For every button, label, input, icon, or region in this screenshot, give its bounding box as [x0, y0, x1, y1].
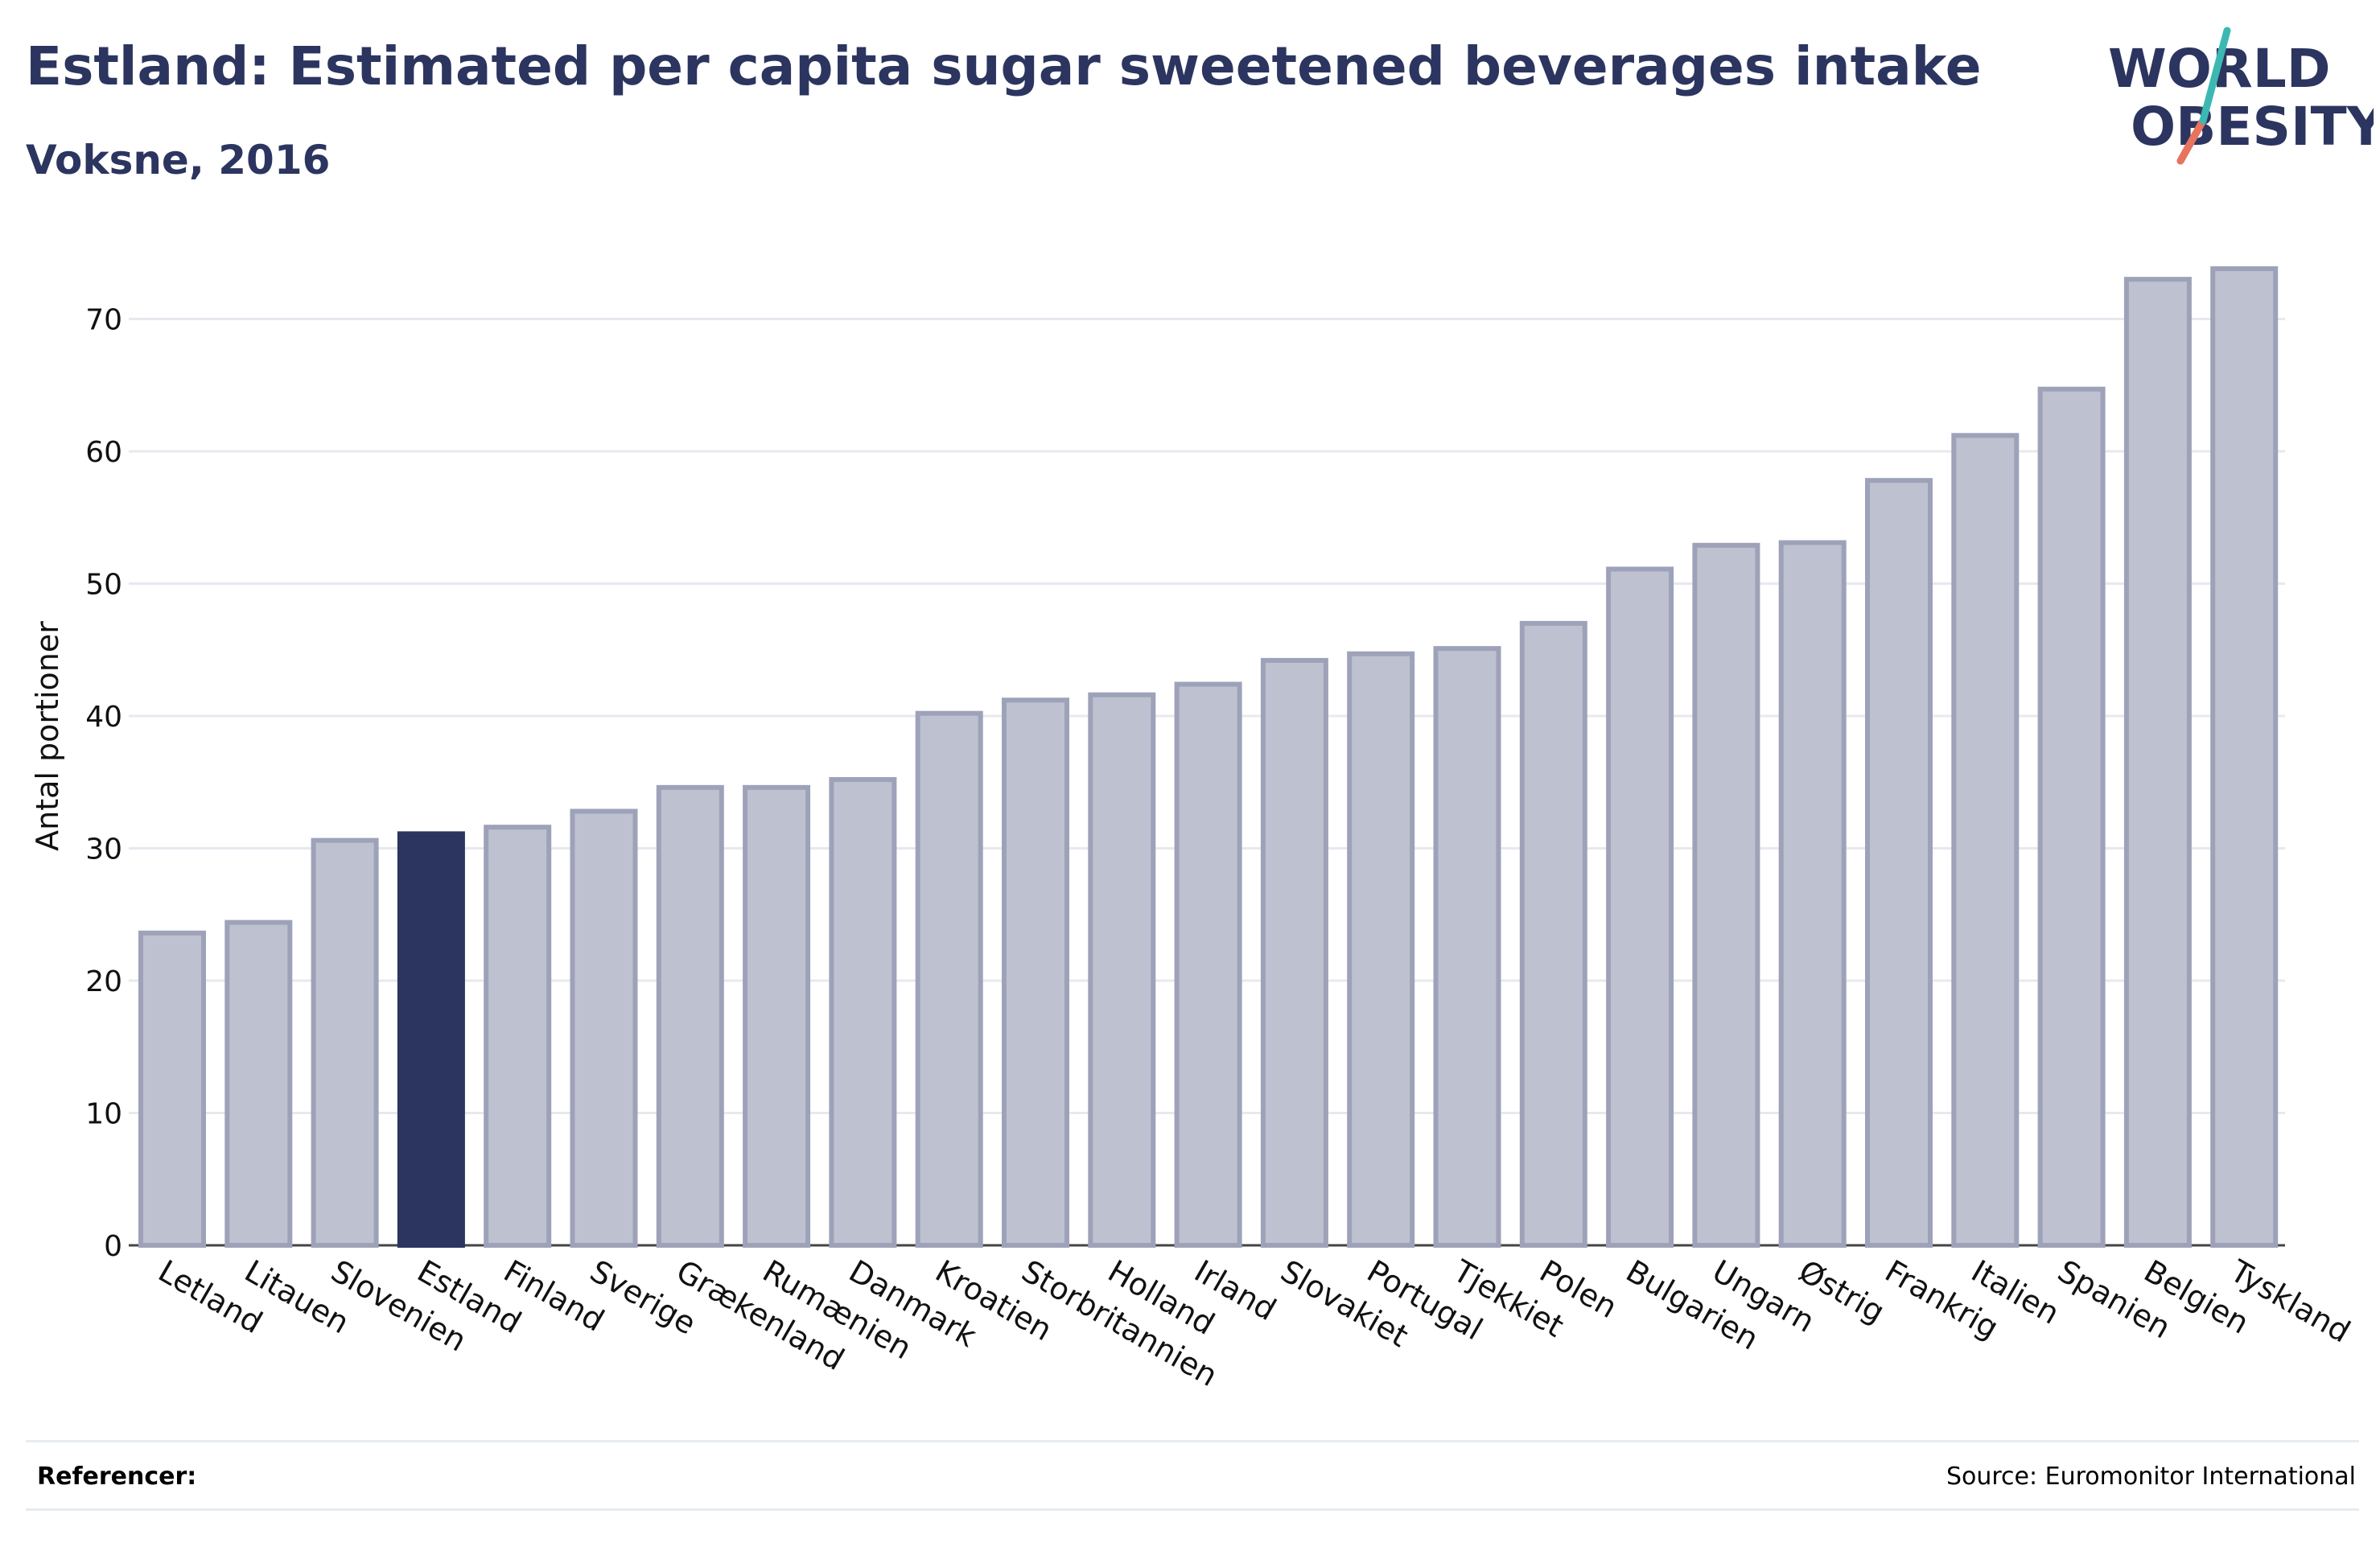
- y-tick-labels: 0 10 20 30 40 50 60 70: [85, 304, 122, 1264]
- y-tick-label: 20: [85, 965, 122, 998]
- bars: [138, 265, 2279, 1249]
- bar-3[interactable]: [397, 831, 465, 1249]
- bar-1[interactable]: [224, 920, 293, 1248]
- bar-7[interactable]: [743, 784, 811, 1248]
- bar-18[interactable]: [1692, 542, 1760, 1248]
- bar-12[interactable]: [1174, 681, 1242, 1248]
- bar-17[interactable]: [1606, 566, 1674, 1248]
- bar-16[interactable]: [1519, 620, 1587, 1248]
- bar-23[interactable]: [2123, 277, 2192, 1248]
- bar-20[interactable]: [1865, 478, 1933, 1248]
- bar-13[interactable]: [1260, 657, 1328, 1248]
- bar-5[interactable]: [570, 808, 638, 1248]
- bar-21[interactable]: [1951, 433, 2020, 1248]
- bar-8[interactable]: [829, 776, 897, 1248]
- bar-0[interactable]: [138, 930, 206, 1249]
- x-tick-labels: LetlandLitauenSlovenienEstlandFinlandSve…: [153, 1253, 2357, 1393]
- footer-divider-bottom: [26, 1508, 2359, 1511]
- y-tick-label: 70: [85, 304, 122, 337]
- chart-title: Estland: Estimated per capita sugar swee…: [26, 35, 1982, 97]
- y-axis-label: Antal portioner: [30, 621, 65, 851]
- bar-2[interactable]: [311, 837, 379, 1248]
- source-text: Source: Euromonitor International: [1946, 1463, 2356, 1491]
- bar-4[interactable]: [484, 825, 552, 1249]
- logo-line-2: OBESITY: [2131, 96, 2374, 158]
- bar-9[interactable]: [915, 710, 983, 1248]
- references-label: Referencer:: [37, 1463, 197, 1491]
- y-tick-label: 10: [85, 1098, 122, 1131]
- bar-6[interactable]: [656, 784, 724, 1248]
- bar-11[interactable]: [1088, 692, 1156, 1248]
- x-tick-label: Tyskland: [2224, 1253, 2357, 1349]
- y-tick-label: 30: [85, 833, 122, 866]
- world-obesity-logo: WORLD OBESITY: [2108, 27, 2374, 165]
- bar-22[interactable]: [2037, 386, 2106, 1248]
- y-tick-label: 40: [85, 701, 122, 734]
- chart-subtitle: Voksne, 2016: [26, 137, 331, 183]
- bar-24[interactable]: [2210, 265, 2279, 1248]
- y-tick-label: 0: [104, 1230, 122, 1263]
- footer-divider-top: [26, 1440, 2359, 1442]
- y-tick-label: 60: [85, 436, 122, 469]
- bar-chart: 0 10 20 30 40 50 60 70 LetlandLitauenSlovenienE…: [30, 265, 2357, 1393]
- bar-14[interactable]: [1347, 651, 1415, 1248]
- bar-10[interactable]: [1002, 697, 1069, 1248]
- bar-15[interactable]: [1433, 646, 1501, 1248]
- y-tick-label: 50: [85, 569, 122, 602]
- bar-19[interactable]: [1778, 540, 1847, 1248]
